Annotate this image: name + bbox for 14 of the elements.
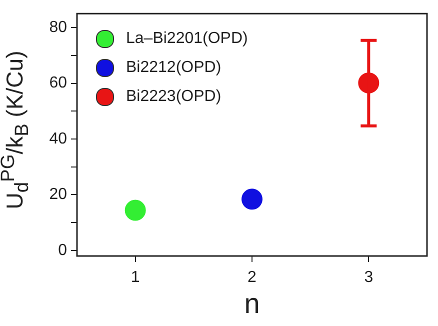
legend-label: Bi2223(OPD): [126, 87, 222, 107]
legend-label: Bi2212(OPD): [126, 58, 222, 78]
x-tick-label: 1: [130, 269, 140, 286]
y-tick-label: 80: [49, 18, 68, 36]
point: [124, 200, 146, 221]
x-tick-label: 3: [364, 269, 374, 286]
point: [242, 188, 262, 210]
y-tick-label: 0: [58, 242, 68, 259]
y-tick-label: 40: [49, 130, 68, 148]
x-tick-label: 2: [248, 269, 257, 286]
x-axis-title: n: [244, 288, 260, 319]
legend-label: La–Bi2201(OPD): [126, 29, 248, 49]
y-tick-label: 20: [49, 186, 68, 204]
y-tick-label: 60: [49, 74, 68, 92]
